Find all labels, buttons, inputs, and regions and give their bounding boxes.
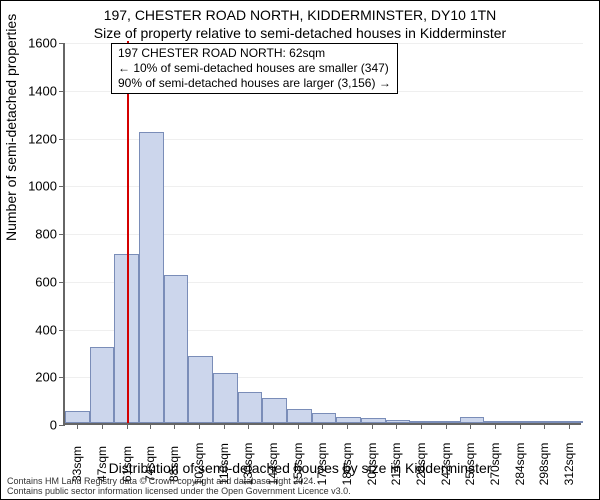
y-tick-label: 600 xyxy=(17,274,57,289)
x-tick xyxy=(77,423,78,429)
x-tick xyxy=(569,423,570,429)
x-tick xyxy=(298,423,299,429)
histogram-bar xyxy=(139,132,164,423)
y-tick-label: 400 xyxy=(17,322,57,337)
x-tick xyxy=(495,423,496,429)
y-tick xyxy=(59,43,65,44)
histogram-bar xyxy=(361,418,386,423)
x-tick xyxy=(248,423,249,429)
x-tick xyxy=(544,423,545,429)
y-tick-label: 1600 xyxy=(17,36,57,51)
histogram-bar xyxy=(238,392,263,423)
histogram-bar xyxy=(90,347,115,423)
y-tick-label: 1200 xyxy=(17,131,57,146)
footer-line2: Contains public sector information licen… xyxy=(7,487,351,497)
y-tick-label: 1000 xyxy=(17,179,57,194)
histogram-bar xyxy=(336,417,361,423)
x-axis-label: Distribution of semi-detached houses by … xyxy=(1,460,599,476)
histogram-bar xyxy=(213,373,238,423)
y-tick-label: 800 xyxy=(17,227,57,242)
y-tick xyxy=(59,91,65,92)
x-tick xyxy=(174,423,175,429)
x-tick xyxy=(372,423,373,429)
histogram-bar xyxy=(558,421,583,423)
chart-title-address: 197, CHESTER ROAD NORTH, KIDDERMINSTER, … xyxy=(1,7,599,23)
x-tick xyxy=(396,423,397,429)
x-tick xyxy=(347,423,348,429)
histogram-bar xyxy=(65,411,90,423)
property-marker-line xyxy=(127,41,129,423)
callout-box: 197 CHESTER ROAD NORTH: 62sqm ← 10% of s… xyxy=(111,43,398,94)
y-tick xyxy=(59,234,65,235)
x-tick xyxy=(224,423,225,429)
y-tick xyxy=(59,377,65,378)
histogram-bar xyxy=(460,417,485,423)
chart-container: 197, CHESTER ROAD NORTH, KIDDERMINSTER, … xyxy=(0,0,600,500)
y-tick xyxy=(59,330,65,331)
histogram-bar xyxy=(410,421,435,423)
y-tick-label: 1400 xyxy=(17,83,57,98)
y-tick xyxy=(59,186,65,187)
histogram-bar xyxy=(386,420,411,423)
histogram-bar xyxy=(435,421,460,423)
histogram-bar xyxy=(509,421,534,423)
y-tick xyxy=(59,282,65,283)
y-tick-label: 0 xyxy=(17,418,57,433)
x-tick xyxy=(520,423,521,429)
y-tick xyxy=(59,139,65,140)
x-tick xyxy=(150,423,151,429)
plot-area: 33sqm47sqm61sqm74sqm88sqm102sqm116sqm130… xyxy=(63,43,581,425)
callout-line3: 90% of semi-detached houses are larger (… xyxy=(118,76,391,91)
x-tick xyxy=(322,423,323,429)
x-tick xyxy=(273,423,274,429)
x-tick xyxy=(127,423,128,429)
histogram-bar xyxy=(534,421,559,423)
histogram-bar xyxy=(262,398,287,423)
histogram-bar xyxy=(188,356,213,423)
y-tick xyxy=(59,425,65,426)
footer-attribution: Contains HM Land Registry data © Crown c… xyxy=(7,477,351,497)
x-tick xyxy=(446,423,447,429)
histogram-bar xyxy=(164,275,189,423)
chart-title-subtitle: Size of property relative to semi-detach… xyxy=(1,25,599,41)
x-tick xyxy=(199,423,200,429)
callout-line1: 197 CHESTER ROAD NORTH: 62sqm xyxy=(118,46,391,61)
histogram-bar xyxy=(484,421,509,423)
x-tick xyxy=(102,423,103,429)
x-tick xyxy=(470,423,471,429)
histogram-bar xyxy=(312,413,337,423)
x-tick xyxy=(421,423,422,429)
histogram-bar xyxy=(287,409,312,423)
y-tick-label: 200 xyxy=(17,370,57,385)
callout-line2: ← 10% of semi-detached houses are smalle… xyxy=(118,61,391,76)
